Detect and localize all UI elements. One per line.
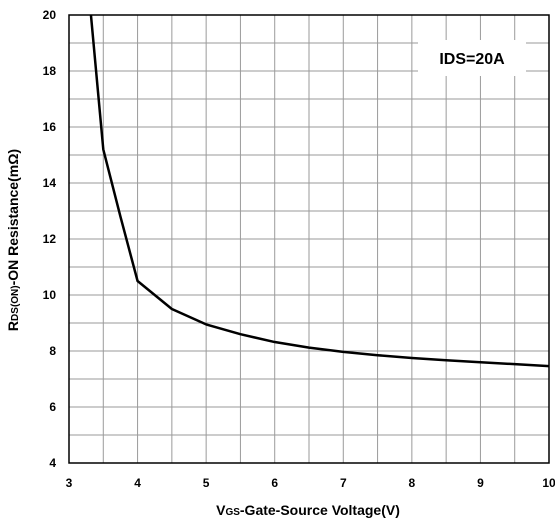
y-tick-label: 8 [49,344,56,358]
y-tick-labels: 4 6 8 10 12 14 16 18 20 [43,8,57,470]
annotation-label: IDS=20A [439,51,505,68]
x-tick-label: 3 [66,476,73,490]
y-tick-label: 12 [43,232,57,246]
x-tick-label: 8 [409,476,416,490]
y-tick-label: 6 [49,400,56,414]
x-tick-label: 4 [134,476,141,490]
series-line [89,14,550,368]
x-tick-label: 5 [203,476,210,490]
x-tick-label: 10 [542,476,555,490]
plot-frame [68,14,550,464]
y-tick-label: 16 [43,120,57,134]
x-tick-labels: 3 4 5 6 7 8 9 10 [66,476,555,490]
y-axis-title: RDS(ON)-ON Resistance(mΩ) [5,149,21,331]
y-tick-label: 4 [49,456,56,470]
y-tick-label: 14 [43,176,57,190]
grid [69,15,549,463]
y-tick-label: 18 [43,64,57,78]
y-tick-label: 20 [43,8,57,22]
x-axis-title: VGS-Gate-Source Voltage(V) [216,502,400,518]
annotation-box [418,40,526,76]
x-tick-label: 6 [271,476,278,490]
x-tick-label: 9 [477,476,484,490]
y-tick-label: 10 [43,288,57,302]
x-tick-label: 7 [340,476,347,490]
